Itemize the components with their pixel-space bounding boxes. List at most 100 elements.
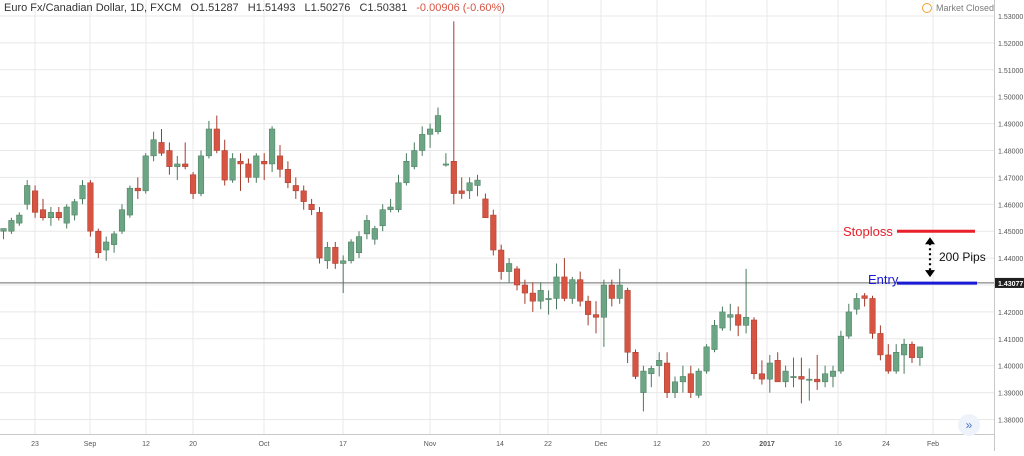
candle — [427, 123, 434, 148]
candle-body — [118, 209, 126, 232]
candle-body — [506, 263, 513, 272]
candle — [300, 185, 307, 210]
candle — [411, 142, 418, 170]
candle — [916, 346, 923, 366]
candle — [679, 365, 686, 393]
y-tick-label: 1.39000 — [998, 391, 1023, 398]
candle-body — [893, 352, 900, 372]
candle — [490, 209, 497, 256]
candle — [482, 193, 489, 218]
candle — [695, 368, 702, 398]
candle-body — [111, 233, 118, 245]
candle-body — [624, 290, 631, 353]
y-tick-label: 1.45000 — [998, 229, 1023, 236]
candle-body — [695, 370, 702, 396]
candle — [616, 268, 623, 304]
candle-body — [616, 284, 623, 299]
candle-body — [474, 179, 481, 186]
candle-body — [648, 368, 655, 375]
candle-body — [269, 128, 276, 165]
y-tick-label: 1.41000 — [998, 337, 1023, 344]
candle-body — [806, 378, 813, 381]
candle-body — [158, 142, 165, 154]
y-tick-label: 1.46000 — [998, 202, 1023, 209]
candle — [664, 352, 671, 398]
candle — [213, 115, 220, 154]
candle-body — [71, 201, 78, 216]
candle — [703, 344, 710, 374]
scroll-to-latest-button[interactable]: » — [958, 414, 980, 436]
candle-body — [837, 335, 844, 372]
candle-body — [284, 169, 291, 184]
candle-body — [403, 161, 410, 184]
candle-body — [466, 182, 473, 192]
candle-body — [766, 362, 773, 380]
candle-body — [782, 370, 789, 383]
candle-body — [348, 241, 355, 262]
candle-body — [79, 185, 86, 200]
candle — [845, 303, 852, 339]
candle-body — [703, 346, 710, 372]
candle — [735, 306, 742, 337]
candle — [434, 107, 442, 135]
candle-body — [569, 279, 576, 299]
candle-body — [885, 354, 892, 372]
y-tick-label: 1.47000 — [998, 175, 1023, 182]
x-tick-label: 14 — [496, 441, 504, 448]
candle — [901, 338, 908, 374]
x-tick-label: 20 — [189, 441, 197, 448]
candle-body — [853, 298, 860, 310]
candle-body — [229, 158, 236, 181]
candle-body — [521, 284, 528, 294]
candle — [553, 263, 560, 310]
candle-body — [758, 373, 765, 380]
candle — [687, 365, 694, 398]
candle-body — [103, 241, 110, 251]
candle-body — [790, 376, 797, 378]
candle — [908, 341, 916, 364]
x-tick-label: Feb — [927, 441, 939, 448]
candle-body — [292, 185, 299, 192]
candle-body — [308, 204, 315, 210]
x-tick-label: 17 — [339, 441, 347, 448]
candle — [766, 354, 773, 393]
candle — [316, 206, 323, 264]
candle — [671, 376, 679, 398]
candle-body — [498, 249, 505, 272]
chart-header: Euro Fx/Canadian Dollar, 1D, FXCM O1.512… — [4, 2, 511, 14]
candle — [379, 204, 386, 232]
ohlc-high: H1.51493 — [247, 2, 296, 14]
candle — [861, 293, 868, 307]
candle-body — [750, 319, 758, 375]
clock-icon — [921, 3, 932, 13]
candle-body — [276, 155, 284, 170]
candle — [806, 368, 813, 401]
candle-body — [829, 370, 837, 377]
candle-body — [687, 373, 694, 393]
candle — [877, 325, 884, 361]
candle-body — [600, 284, 607, 318]
candle-body — [87, 182, 94, 232]
ohlc-close: C1.50381 — [359, 2, 408, 14]
candle — [592, 301, 600, 334]
candle — [237, 153, 244, 191]
candle — [624, 287, 631, 364]
candle — [292, 177, 299, 199]
candle-body — [395, 182, 402, 210]
x-tick-label: 22 — [544, 441, 552, 448]
candle — [442, 153, 449, 167]
candle — [458, 177, 465, 199]
candle-body — [537, 290, 544, 302]
candle-body — [545, 298, 552, 300]
candle — [743, 268, 750, 334]
candle — [640, 365, 647, 412]
candle — [853, 293, 860, 315]
candle-body — [656, 360, 663, 366]
candle — [600, 279, 607, 347]
candle — [158, 128, 165, 156]
candle-body — [577, 279, 584, 302]
candle — [711, 319, 718, 353]
candle-body — [450, 161, 457, 194]
